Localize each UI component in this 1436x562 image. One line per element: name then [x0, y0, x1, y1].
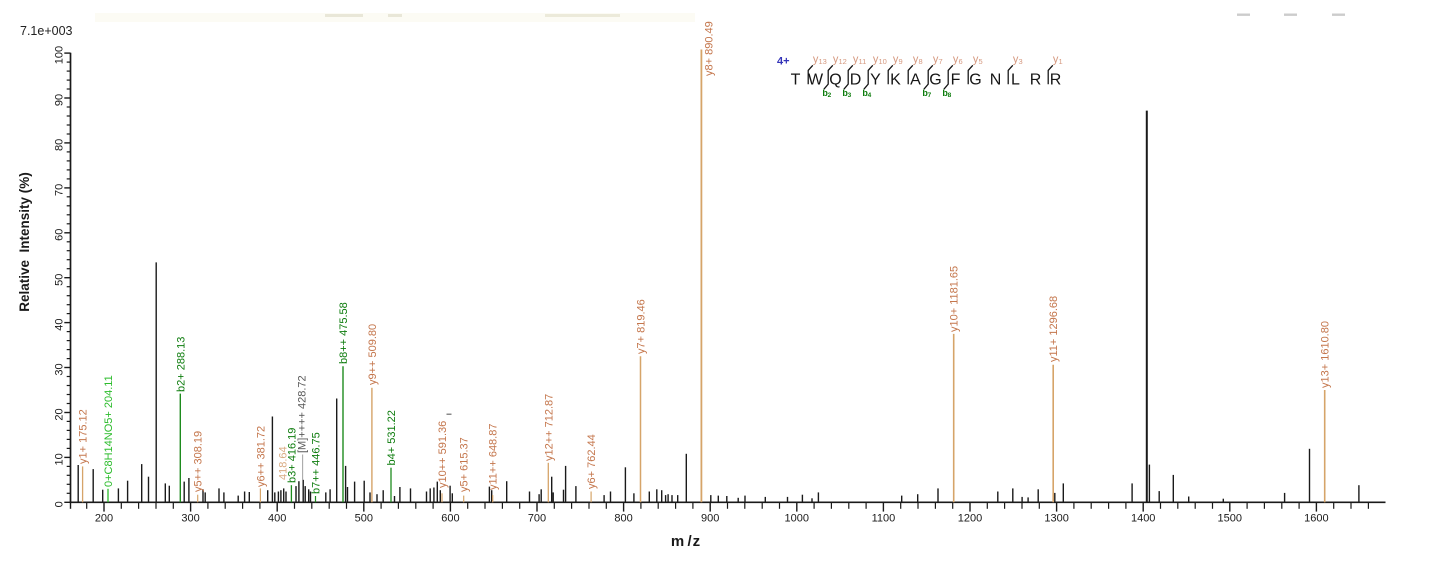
svg-text:1500: 1500 — [1218, 513, 1242, 525]
svg-text:y9++ 509.80: y9++ 509.80 — [367, 324, 379, 385]
svg-text:4+: 4+ — [777, 56, 790, 68]
svg-text:1400: 1400 — [1131, 513, 1155, 525]
svg-text:5: 5 — [979, 57, 983, 66]
svg-text:12: 12 — [839, 57, 847, 66]
svg-text:y8+ 890.49: y8+ 890.49 — [703, 21, 715, 76]
svg-text:R: R — [1050, 71, 1062, 88]
svg-text:y5++ 308.19: y5++ 308.19 — [193, 431, 205, 492]
svg-text:y10+ 1181.65: y10+ 1181.65 — [949, 266, 961, 332]
svg-text:13: 13 — [819, 57, 827, 66]
svg-text:300: 300 — [181, 513, 199, 525]
svg-text:y: y — [933, 54, 939, 66]
svg-text:418.64: 418.64 — [278, 446, 290, 480]
svg-text:b: b — [942, 88, 948, 98]
svg-text:600: 600 — [441, 513, 459, 525]
svg-text:10: 10 — [879, 57, 887, 66]
svg-text:y6+ 762.44: y6+ 762.44 — [586, 434, 598, 489]
svg-text:8: 8 — [948, 92, 952, 99]
svg-text:y11+ 1296.68: y11+ 1296.68 — [1048, 296, 1060, 362]
svg-text:10: 10 — [54, 453, 66, 465]
svg-text:T: T — [791, 71, 801, 88]
svg-text:y: y — [873, 54, 879, 66]
svg-text:1300: 1300 — [1044, 513, 1068, 525]
svg-text:y: y — [853, 54, 859, 66]
svg-text:80: 80 — [54, 139, 66, 151]
svg-text:20: 20 — [54, 408, 66, 420]
svg-text:b2+ 288.13: b2+ 288.13 — [175, 337, 187, 392]
svg-text:y12++ 712.87: y12++ 712.87 — [543, 394, 555, 461]
svg-text:7: 7 — [928, 92, 932, 99]
svg-text:1200: 1200 — [958, 513, 982, 525]
svg-text:b8++ 475.58: b8++ 475.58 — [338, 302, 350, 364]
svg-text:F: F — [951, 71, 961, 88]
svg-text:9: 9 — [899, 57, 903, 66]
svg-text:1600: 1600 — [1304, 513, 1328, 525]
svg-text:3: 3 — [848, 92, 852, 99]
svg-text:K: K — [890, 71, 901, 88]
svg-text:Q: Q — [829, 71, 841, 88]
svg-text:G: G — [929, 71, 941, 88]
svg-text:y1+ 175.12: y1+ 175.12 — [78, 409, 90, 464]
svg-text:y: y — [1053, 54, 1059, 66]
svg-text:y7+ 819.46: y7+ 819.46 — [636, 299, 648, 354]
svg-text:D: D — [850, 71, 862, 88]
svg-text:N: N — [990, 71, 1002, 88]
svg-text:y: y — [813, 54, 819, 66]
svg-text:90: 90 — [54, 94, 66, 106]
svg-text:Y: Y — [870, 71, 881, 88]
svg-text:y: y — [1013, 54, 1019, 66]
svg-text:7: 7 — [939, 57, 943, 66]
svg-text:Relative Intensity (%): Relative Intensity (%) — [17, 172, 32, 312]
svg-text:0: 0 — [54, 501, 66, 507]
svg-text:L: L — [1011, 71, 1020, 88]
svg-text:m /z: m /z — [671, 533, 701, 550]
svg-text:60: 60 — [54, 229, 66, 241]
svg-text:1000: 1000 — [785, 513, 809, 525]
svg-text:6: 6 — [959, 57, 963, 66]
svg-text:y: y — [953, 54, 959, 66]
svg-text:y: y — [913, 54, 919, 66]
svg-text:30: 30 — [54, 363, 66, 375]
svg-text:700: 700 — [528, 513, 546, 525]
svg-text:R: R — [1030, 71, 1042, 88]
svg-text:1: 1 — [1059, 57, 1063, 66]
svg-text:b: b — [842, 88, 848, 98]
svg-text:b: b — [822, 88, 828, 98]
svg-text:y: y — [973, 54, 979, 66]
svg-text:W: W — [808, 71, 824, 88]
svg-text:0+C8H14NO5+ 204.11: 0+C8H14NO5+ 204.11 — [103, 375, 115, 487]
svg-text:y13+ 1610.80: y13+ 1610.80 — [1320, 321, 1332, 388]
svg-text:y5+ 615.37: y5+ 615.37 — [459, 437, 471, 492]
svg-text:8: 8 — [919, 57, 923, 66]
svg-text:y: y — [833, 54, 839, 66]
svg-text:50: 50 — [54, 274, 66, 286]
svg-text:1100: 1100 — [872, 513, 896, 525]
svg-text:A: A — [910, 71, 921, 88]
svg-text:3: 3 — [1019, 57, 1023, 66]
svg-text:b3+ 416.19: b3+ 416.19 — [286, 428, 298, 483]
svg-text:[M]++++ 428.72: [M]++++ 428.72 — [297, 375, 309, 453]
svg-text:40: 40 — [54, 318, 66, 330]
svg-text:70: 70 — [54, 184, 66, 196]
svg-text:4: 4 — [868, 92, 872, 99]
svg-text:b: b — [922, 88, 928, 98]
svg-text:y10++ 591.36: y10++ 591.36 — [437, 421, 449, 488]
svg-text:200: 200 — [95, 513, 113, 525]
svg-text:2: 2 — [828, 92, 832, 99]
svg-text:y11++ 648.87: y11++ 648.87 — [488, 424, 500, 490]
svg-text:500: 500 — [355, 513, 373, 525]
svg-text:100: 100 — [54, 46, 66, 64]
svg-text:b4+ 531.22: b4+ 531.22 — [386, 410, 398, 465]
svg-text:900: 900 — [701, 513, 719, 525]
svg-text:800: 800 — [614, 513, 632, 525]
svg-text:y6++ 381.72: y6++ 381.72 — [255, 426, 267, 487]
svg-text:G: G — [969, 71, 981, 88]
svg-text:b: b — [862, 88, 868, 98]
svg-text:b7++ 446.75: b7++ 446.75 — [311, 432, 323, 494]
svg-text:400: 400 — [268, 513, 286, 525]
svg-text:11: 11 — [859, 57, 867, 66]
svg-text:y: y — [893, 54, 899, 66]
svg-text:7.1e+003: 7.1e+003 — [20, 24, 73, 38]
